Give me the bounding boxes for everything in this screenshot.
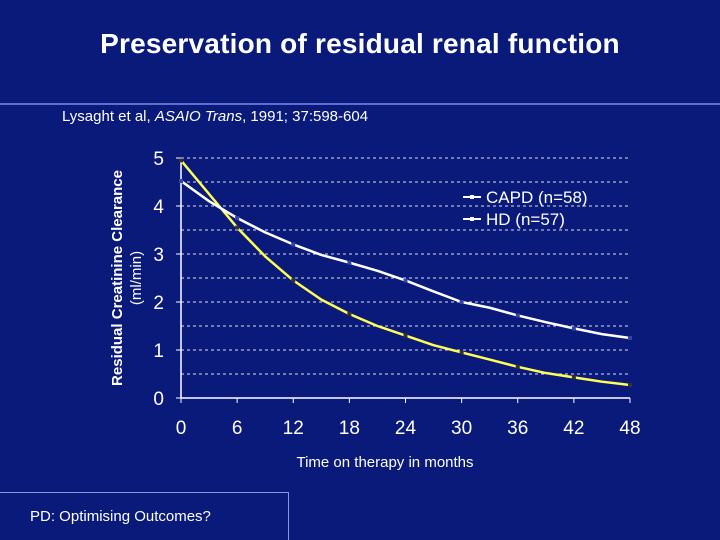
data-point (628, 383, 632, 388)
data-point (347, 260, 352, 265)
data-point (235, 216, 240, 220)
y-tick-label: 2 (153, 293, 164, 314)
y-tick-label: 5 (153, 149, 164, 170)
footer-box (0, 492, 289, 540)
footer-text: Optimising Outcomes? (55, 508, 211, 525)
y-tick-label: 4 (153, 197, 164, 218)
citation-details: , 1991; 37:598-604 (242, 108, 369, 125)
y-tick-label: 1 (153, 341, 164, 362)
legend-label: CAPD (n=58) (486, 188, 588, 207)
data-point (459, 300, 464, 304)
data-point (515, 313, 520, 318)
y-axis-title-units: (ml/min) (128, 251, 145, 305)
y-tick-label: 0 (153, 389, 164, 410)
data-point (347, 312, 352, 316)
x-tick-label: 36 (507, 418, 528, 439)
footer-prefix: PD: (30, 508, 56, 525)
series-layer (179, 158, 632, 388)
data-point (179, 179, 183, 184)
slide-title: Preservation of residual renal function (100, 28, 620, 59)
data-point (628, 336, 632, 340)
data-point (515, 364, 520, 369)
x-tick-label: 12 (283, 418, 304, 439)
data-point (291, 278, 296, 283)
data-point (403, 278, 408, 283)
x-tick-label: 24 (395, 418, 417, 439)
grid-lines (181, 157, 630, 375)
data-point (235, 225, 240, 230)
x-tick-label: 18 (339, 418, 360, 439)
x-axis-title: Time on therapy in months (296, 454, 473, 471)
axis-labels: Time on therapy in months Residual Creati… (109, 170, 474, 471)
data-point (403, 333, 408, 338)
x-tick-label: 42 (563, 418, 584, 439)
legend-marker (470, 217, 474, 221)
data-point (571, 326, 576, 331)
data-point (291, 242, 296, 247)
citation: Lysaght et al, ASAIO Trans, 1991; 37:598… (62, 108, 368, 125)
x-tick-label: 0 (176, 418, 187, 439)
citation-journal: ASAIO Trans (154, 108, 243, 125)
footer: PD: Optimising Outcomes? (30, 508, 211, 525)
y-axis-title: Residual Creatinine Clearance (109, 170, 126, 386)
y-tick-label: 3 (153, 245, 164, 266)
data-point (179, 158, 183, 163)
citation-divider (0, 103, 720, 131)
legend-marker (470, 195, 474, 199)
citation-authors: Lysaght et al, (62, 108, 155, 125)
x-tick-label: 30 (451, 418, 472, 439)
legend-label: HD (n=57) (486, 210, 565, 229)
legend: CAPD (n=58) HD (n=57) (463, 188, 588, 229)
x-tick-label: 6 (232, 418, 243, 439)
x-tick-label: 48 (619, 418, 640, 439)
data-point (571, 375, 576, 380)
data-point (459, 350, 464, 355)
